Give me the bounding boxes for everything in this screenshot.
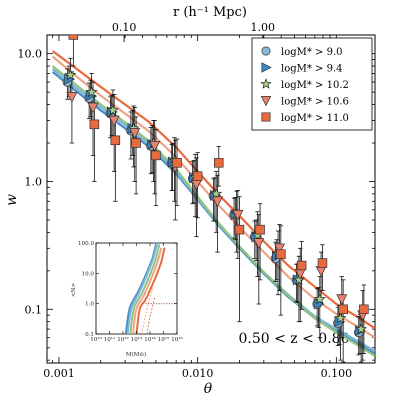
point-square bbox=[110, 135, 121, 146]
point-square bbox=[172, 158, 182, 168]
point-square bbox=[234, 224, 245, 235]
point-triangle-down bbox=[253, 238, 265, 250]
inset-x-label: M(M⊙) bbox=[126, 351, 147, 358]
point-triangle-down bbox=[211, 196, 224, 208]
point-triangle-down bbox=[66, 92, 78, 103]
point-star bbox=[64, 68, 77, 81]
legend-label: logM* > 10.6 bbox=[281, 97, 349, 108]
hod-inset: M(M⊙) <N> 10¹⁰ 10¹¹ 10¹² 10¹³ 10¹⁴ 10¹⁵ 10¹⁶ 0.… bbox=[71, 241, 184, 358]
point-triangle-down bbox=[149, 141, 161, 152]
data-points bbox=[62, 35, 369, 363]
y-tick-label: 1.0 bbox=[25, 175, 43, 188]
point-square bbox=[317, 258, 328, 268]
point-square bbox=[255, 224, 265, 235]
y-axis-label: w bbox=[4, 194, 20, 206]
inset-y-tick-label: 10.0 bbox=[82, 271, 95, 277]
redshift-label: 0.50 < z < 0.80 bbox=[239, 331, 350, 347]
legend-label: logM* > 11.0 bbox=[281, 113, 349, 124]
legend-label: logM* > 9.4 bbox=[281, 64, 343, 75]
x-tick-label: 0.100 bbox=[321, 367, 353, 380]
inset-y-label: <N> bbox=[71, 283, 77, 298]
point-square bbox=[89, 119, 100, 130]
point-star bbox=[334, 312, 347, 324]
point-triangle-down bbox=[108, 115, 120, 127]
point-square bbox=[131, 138, 141, 148]
legend-box bbox=[251, 37, 373, 131]
inset-curve-2 bbox=[129, 244, 161, 334]
point-star bbox=[313, 292, 326, 305]
point-star bbox=[292, 273, 305, 285]
point-triangle-down bbox=[273, 243, 285, 255]
x-tick-label: 0.010 bbox=[182, 367, 214, 380]
x-axis-label: θ bbox=[204, 381, 213, 397]
point-square bbox=[192, 171, 203, 181]
point-star bbox=[85, 85, 98, 98]
point-triangle-down bbox=[315, 266, 327, 277]
point-triangle-down bbox=[129, 128, 141, 139]
inset-curves bbox=[124, 243, 177, 334]
point-triangle-down bbox=[87, 102, 99, 114]
legend-marker-triangle-down bbox=[260, 95, 272, 107]
axis-ticks: 0.001 0.010 0.100 0.1 1.0 10.0 0.10 1.00 bbox=[18, 21, 375, 380]
inset-dashed-curve-1 bbox=[146, 297, 156, 334]
inset-x-tick-label: 10¹⁰ bbox=[90, 336, 102, 343]
point-square bbox=[151, 150, 161, 161]
inset-y-tick-label: 1.0 bbox=[85, 302, 94, 308]
inset-dashed-curve-0 bbox=[141, 287, 154, 334]
inset-x-tick-label: 10¹² bbox=[117, 336, 129, 343]
legend: logM* > 9.0 logM* > 9.4 logM* > 10.2 logM* … bbox=[251, 37, 373, 131]
top-tick-label: 0.10 bbox=[112, 21, 137, 34]
inset-y-tick-label: 0.1 bbox=[85, 332, 94, 338]
inset-curve-3 bbox=[132, 247, 163, 334]
legend-marker-square bbox=[261, 112, 271, 122]
point-star bbox=[210, 187, 223, 199]
x-tick-label: 0.001 bbox=[43, 367, 75, 380]
point-square bbox=[359, 304, 369, 315]
inset-curve-1 bbox=[126, 243, 159, 334]
y-tick-label: 0.1 bbox=[25, 303, 43, 316]
point-square bbox=[68, 35, 79, 40]
point-star bbox=[107, 104, 119, 116]
point-square bbox=[296, 260, 307, 271]
top-axis-label: r (h⁻¹ Mpc) bbox=[173, 5, 247, 20]
point-square bbox=[214, 158, 224, 168]
top-tick-label: 1.00 bbox=[251, 21, 276, 34]
legend-marker-star bbox=[260, 78, 272, 89]
inset-x-tick-label: 10¹⁶ bbox=[171, 336, 183, 343]
inset-x-tick-label: 10¹⁴ bbox=[144, 336, 156, 343]
point-square bbox=[276, 249, 286, 259]
inset-x-tick-label: 10¹¹ bbox=[104, 336, 116, 343]
inset-y-tick-label: 100.0 bbox=[78, 241, 94, 247]
inset-curve-4 bbox=[135, 247, 166, 334]
point-triangle-down bbox=[232, 209, 244, 221]
inset-x-tick-label: 10¹³ bbox=[131, 336, 143, 343]
plot-frame bbox=[46, 34, 376, 364]
legend-label: logM* > 10.2 bbox=[281, 80, 349, 91]
point-square bbox=[338, 304, 348, 315]
point-triangle-down bbox=[336, 294, 348, 306]
point-star bbox=[355, 322, 368, 335]
inset-x-tick-label: 10¹⁵ bbox=[158, 336, 170, 343]
y-tick-label: 10.0 bbox=[18, 48, 43, 61]
legend-marker-circle bbox=[261, 46, 271, 56]
legend-label: logM* > 9.0 bbox=[281, 47, 343, 58]
legend-marker-triangle-right bbox=[261, 62, 272, 73]
inset-frame bbox=[95, 242, 178, 335]
